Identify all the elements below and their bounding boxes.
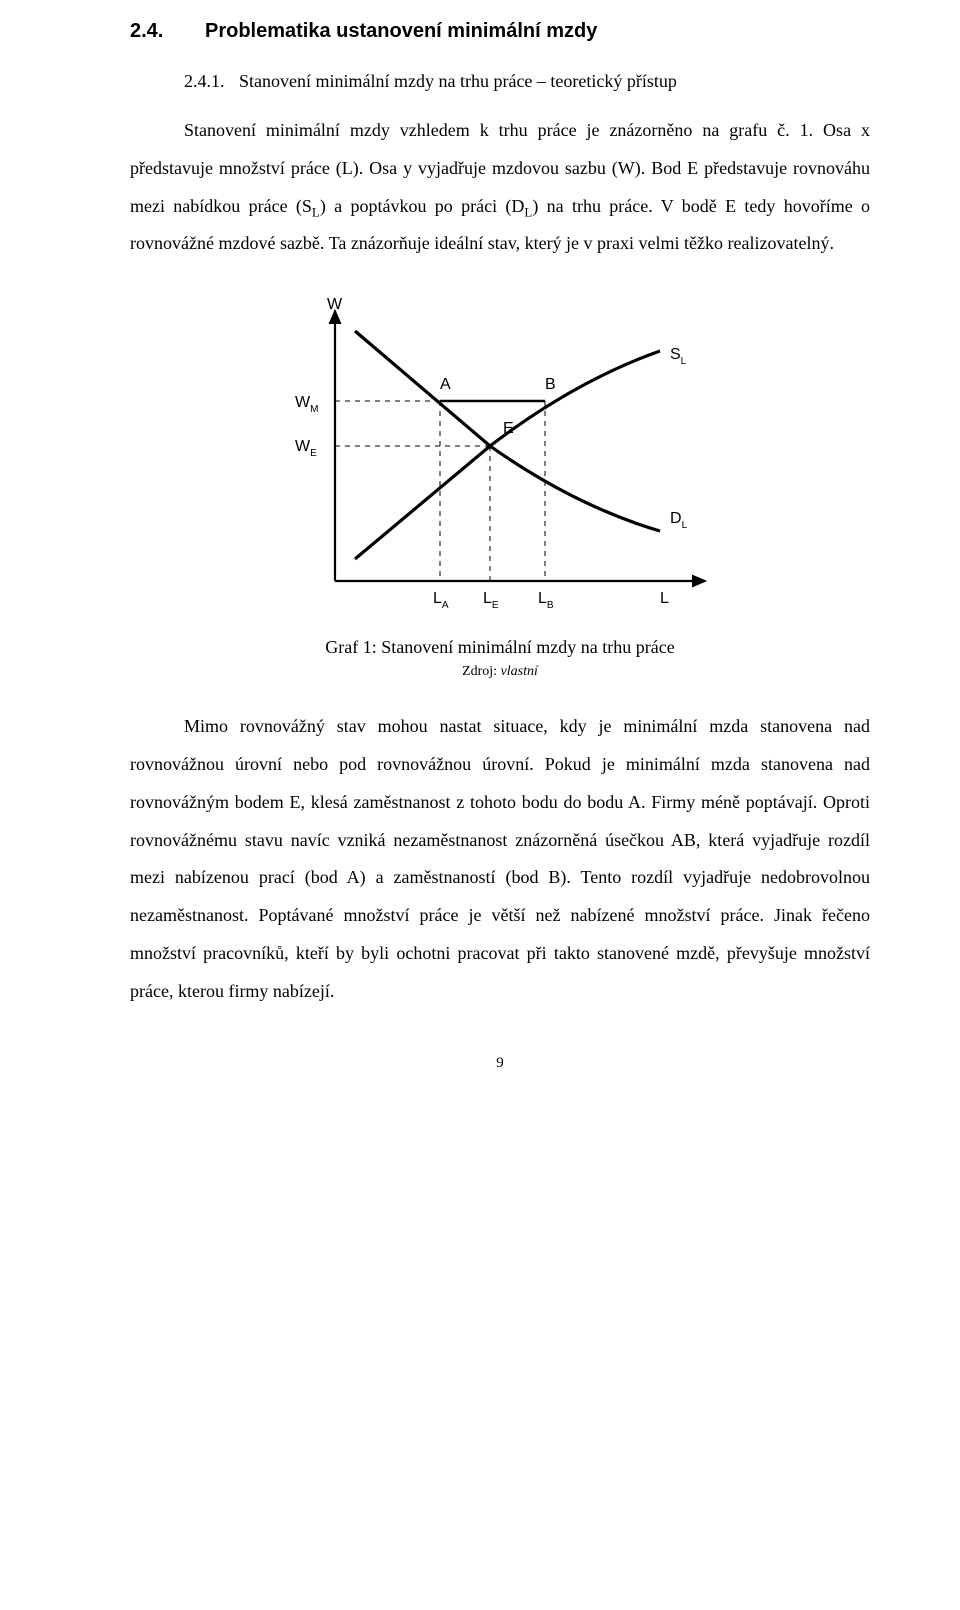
page-content: 2.4.Problematika ustanovení minimální mz… xyxy=(0,0,960,1102)
svg-text:WE: WE xyxy=(295,438,317,459)
page-number: 9 xyxy=(130,1055,870,1072)
svg-text:LE: LE xyxy=(483,590,499,611)
subsection-number: 2.4.1. xyxy=(184,71,239,92)
figure-source: Zdroj: vlastní xyxy=(265,664,735,680)
paragraph-2: Mimo rovnovážný stav mohou nastat situac… xyxy=(130,708,870,1010)
section-title: Problematika ustanovení minimální mzdy xyxy=(205,20,597,42)
svg-text:L: L xyxy=(660,590,669,607)
svg-text:SL: SL xyxy=(670,346,687,367)
supply-demand-chart: W WM WE A B E LA LE LB L SL DL xyxy=(265,291,735,631)
figure-graph: W WM WE A B E LA LE LB L SL DL Graf 1: Stanovení mi… xyxy=(265,291,735,680)
svg-text:WM: WM xyxy=(295,394,318,415)
figure-caption: Graf 1: Stanovení minimální mzdy na trhu… xyxy=(265,637,735,658)
svg-text:DL: DL xyxy=(670,510,688,531)
svg-text:LA: LA xyxy=(433,590,449,611)
subsection-heading: 2.4.1.Stanovení minimální mzdy na trhu p… xyxy=(184,71,870,92)
svg-text:LB: LB xyxy=(538,590,554,611)
svg-text:A: A xyxy=(440,376,451,393)
svg-text:W: W xyxy=(327,296,343,313)
paragraph-1: Stanovení minimální mzdy vzhledem k trhu… xyxy=(130,112,870,263)
svg-text:B: B xyxy=(545,376,556,393)
section-heading: 2.4.Problematika ustanovení minimální mz… xyxy=(130,20,870,43)
svg-text:E: E xyxy=(503,420,514,437)
subsection-title: Stanovení minimální mzdy na trhu práce –… xyxy=(239,71,677,91)
section-number: 2.4. xyxy=(130,20,205,43)
